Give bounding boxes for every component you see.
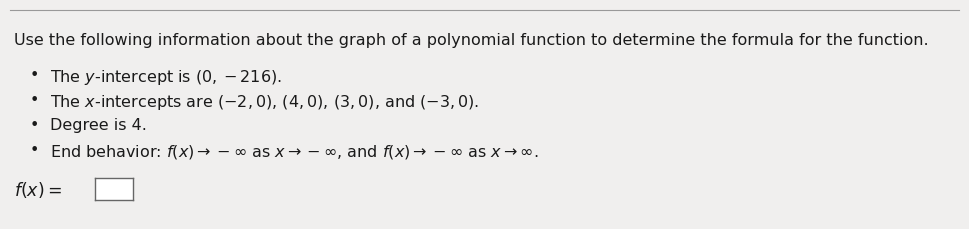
Text: •: • bbox=[30, 118, 40, 133]
Text: •: • bbox=[30, 143, 40, 158]
Text: •: • bbox=[30, 68, 40, 83]
Text: End behavior: $f(x) \rightarrow -\infty$ as $x \rightarrow -\infty$, and $f(x) \: End behavior: $f(x) \rightarrow -\infty$… bbox=[50, 143, 539, 161]
Text: •: • bbox=[30, 93, 40, 108]
Text: The $x$-intercepts are $(-2, 0)$, $(4, 0)$, $(3, 0)$, and $(-3, 0)$.: The $x$-intercepts are $(-2, 0)$, $(4, 0… bbox=[50, 93, 480, 112]
Text: The $y$-intercept is $(0, -216)$.: The $y$-intercept is $(0, -216)$. bbox=[50, 68, 282, 87]
Text: $f(x) =$: $f(x) =$ bbox=[14, 180, 62, 200]
Text: Degree is 4.: Degree is 4. bbox=[50, 118, 147, 133]
Text: Use the following information about the graph of a polynomial function to determ: Use the following information about the … bbox=[14, 33, 928, 48]
